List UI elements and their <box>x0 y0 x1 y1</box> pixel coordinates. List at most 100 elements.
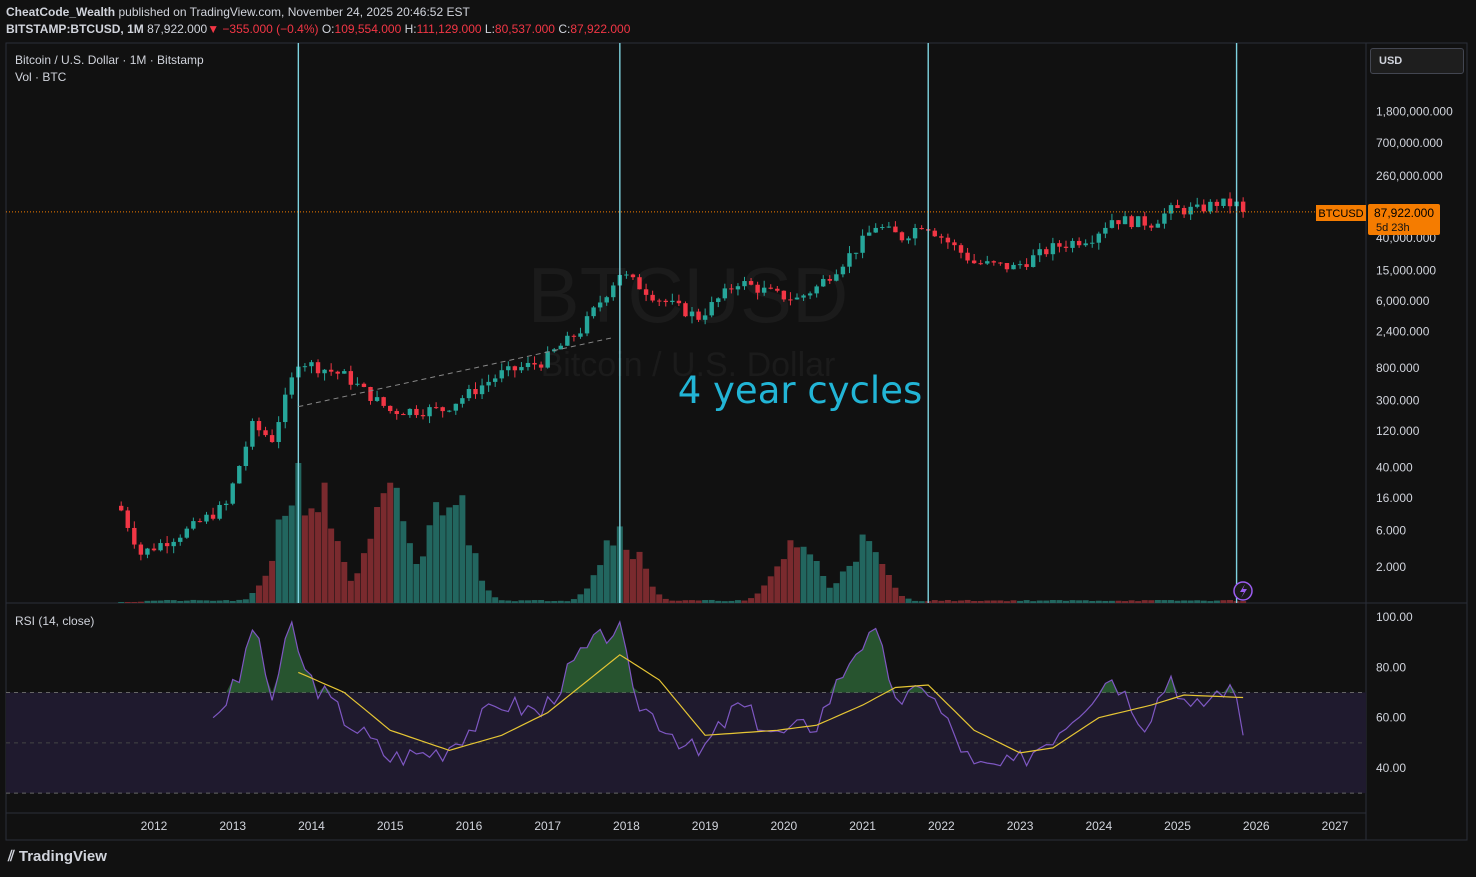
candle-body <box>545 351 550 368</box>
candle-body <box>427 407 432 417</box>
volume-bar <box>767 576 774 603</box>
candle-body <box>210 514 216 519</box>
candle-body <box>492 378 498 382</box>
candle-body <box>197 521 203 523</box>
candle-body <box>178 537 183 542</box>
volume-bar <box>584 588 591 603</box>
tradingview-logo[interactable]: ⫽ TradingView <box>8 848 107 865</box>
time-tick-label: 2017 <box>534 819 561 833</box>
volume-bar <box>1056 600 1063 603</box>
candle-body <box>256 421 262 431</box>
candle-body <box>604 297 609 303</box>
candle-body <box>716 298 721 303</box>
publish-date: published on TradingView.com, November 2… <box>115 5 470 19</box>
candle-body <box>965 252 970 261</box>
open-label: O: <box>321 22 335 36</box>
candle-body <box>1109 220 1115 228</box>
volume-bar <box>341 561 348 603</box>
candle-body <box>1122 216 1128 225</box>
volume-bar <box>807 554 814 603</box>
candle-body <box>1201 204 1206 212</box>
candle-body <box>985 261 990 264</box>
candle-body <box>676 300 682 304</box>
price-tick-label: 300.000 <box>1376 394 1420 408</box>
volume-bar <box>223 600 230 603</box>
candle-body <box>1030 255 1036 267</box>
volume-bar <box>433 502 440 603</box>
volume-bar <box>170 600 177 603</box>
volume-bar <box>958 600 965 603</box>
volume-bar <box>1141 600 1148 603</box>
time-axis[interactable]: 2012 2013 2014 2015 2016 2017 2018 2019 2020 2021… <box>141 819 1349 833</box>
volume-bar <box>551 601 558 603</box>
candle-body <box>532 362 537 365</box>
candle-body <box>1135 216 1141 228</box>
volume-bar <box>813 560 820 603</box>
watermark-ticker: BTCUSD <box>528 251 849 339</box>
candle-body <box>473 388 478 395</box>
price-axis[interactable]: 1,800,000.000700,000.000260,000.00040,00… <box>1376 105 1453 575</box>
volume-bar <box>820 575 827 603</box>
candle-body <box>630 274 636 278</box>
candle-body <box>1090 242 1095 244</box>
currency-button[interactable]: USD <box>1370 48 1464 74</box>
price-tag-value: 87,922.000 <box>1374 206 1434 220</box>
volume-bar <box>682 600 689 603</box>
volume-bar <box>938 600 945 603</box>
volume-bar <box>1115 600 1122 603</box>
volume-bar <box>1062 600 1069 603</box>
volume-bar <box>288 505 295 603</box>
volume-bar <box>1017 600 1024 603</box>
low-value: 80,537.000 <box>494 22 555 36</box>
candle-body <box>401 414 406 416</box>
candle-body <box>597 302 603 308</box>
volume-bar <box>216 600 223 603</box>
volume-bar <box>196 600 203 603</box>
publisher-name[interactable]: CheatCode_Wealth <box>6 5 116 19</box>
volume-bar <box>1023 600 1030 603</box>
volume-bar <box>918 601 925 603</box>
candle-body <box>880 227 885 229</box>
time-tick-label: 2019 <box>692 819 719 833</box>
volume-bar <box>695 600 702 603</box>
time-tick-label: 2016 <box>456 819 483 833</box>
rsi-tick-label: 60.00 <box>1376 711 1406 725</box>
candle-body <box>315 362 321 374</box>
volume-bar <box>833 583 840 603</box>
candle-body <box>794 297 800 300</box>
candle-body <box>204 514 209 522</box>
volume-bar <box>721 601 728 603</box>
volume-bar <box>485 590 492 603</box>
candle-body <box>289 377 294 395</box>
candle-body <box>840 266 846 275</box>
volume-bar <box>1102 600 1109 603</box>
volume-bar <box>885 574 892 603</box>
candle-body <box>191 521 196 529</box>
volume-bar <box>1010 600 1017 603</box>
volume-bar <box>406 543 413 603</box>
rsi-axis[interactable]: 100.00 80.00 60.00 40.00 <box>1376 610 1413 775</box>
candle-body <box>755 284 760 293</box>
candle-body <box>374 397 380 401</box>
rsi-legend: RSI (14, close) <box>15 614 94 628</box>
candle-body <box>565 335 570 346</box>
price-tick-label: 40.000 <box>1376 461 1413 475</box>
candle-body <box>283 394 288 423</box>
volume-bar <box>164 599 171 603</box>
volume-bar <box>898 595 905 603</box>
rsi-tick-label: 40.00 <box>1376 761 1406 775</box>
volume-bar <box>393 487 400 603</box>
candle-body <box>328 369 334 372</box>
candle-body <box>834 274 839 281</box>
candle-body <box>223 503 229 505</box>
candle-body <box>978 263 983 265</box>
cycle-annotation[interactable]: 4 year cycles <box>678 369 923 412</box>
volume-bar <box>1207 601 1214 603</box>
volume-bar <box>741 600 748 603</box>
candle-body <box>348 371 354 385</box>
candle-body <box>814 286 819 294</box>
volume-bar <box>892 587 899 603</box>
time-tick-label: 2026 <box>1243 819 1270 833</box>
volume-bar <box>315 512 322 603</box>
